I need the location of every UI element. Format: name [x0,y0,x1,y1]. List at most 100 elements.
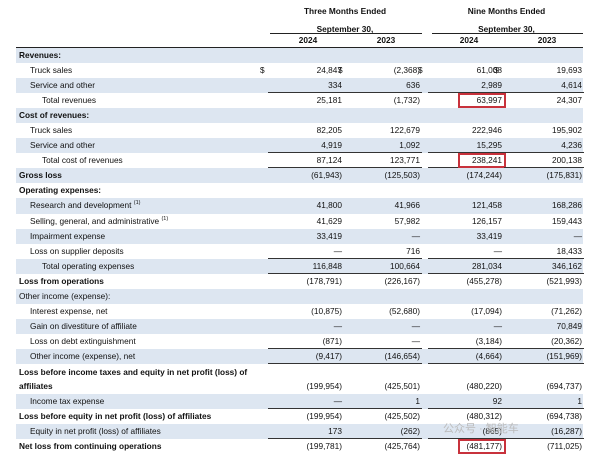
table-row: Gross loss (61,943) (125,503) (174,244) (175… [16,168,583,184]
cell-value: 4,236 [561,140,582,151]
cell-value: (455,278) [466,275,502,286]
subtotal-rule [504,347,584,349]
row-label: Service and other [30,80,96,91]
header-bottom-rule [16,47,583,48]
subtotal-rule [428,272,504,274]
cell-value: 168,286 [552,200,582,211]
cell-value: 87,124 [316,155,342,166]
cell-value: — [411,335,420,346]
cell-value: (199,781) [306,441,342,452]
row-label: Selling, general, and administrative (1) [30,215,169,226]
cell-value: (694,738) [546,411,582,422]
cell-value: (262) [400,426,420,437]
table-row: Truck sales $24,847 $ (2,368) $61,008 $19,693 [16,63,583,78]
cell-value: (694,737) [546,380,582,391]
row-label: Loss from operations [19,275,104,286]
subtotal-rule [344,362,422,364]
row-label: Gain on divestiture of affiliate [30,320,137,331]
cell-value: 1 [577,395,582,406]
three-months-rule [270,33,422,34]
cell-value: 25,181 [316,95,342,106]
cell-value: 70,849 [556,320,582,331]
row-label: Total revenues [42,95,96,106]
subtotal-rule [344,408,422,410]
table-row: Income tax expense — 1 92 1 [16,393,584,410]
cell-value: (61,943) [311,170,342,181]
cell-value: 41,966 [394,200,420,211]
row-label: Loss on debt extinguishment [30,335,136,346]
subtotal-rule [504,272,584,274]
cell-value: 4,614 [561,80,582,91]
subtotal-rule [344,438,422,440]
cell-value: (711,025) [547,441,582,452]
cell-value: — [573,230,582,241]
cell-value: 82,205 [316,125,342,136]
cell-value: 33,419 [476,230,502,241]
year-header-9m-2023: 2023 [537,35,557,45]
row-label: Income tax expense [30,395,105,406]
row-label: Service and other [30,140,96,151]
subtotal-rule [268,438,344,440]
row-label: Truck sales [30,65,73,76]
cell-value: (20,362) [551,335,582,346]
table-row: Gain on divestiture of affiliate — — — 70,84… [16,318,583,334]
cell-value: (9,417) [315,350,342,361]
subtotal-rule [268,92,344,94]
subtotal-rule [268,257,344,259]
row-label: Gross loss [19,170,62,181]
row-label: Interest expense, net [30,305,108,316]
cell-value: — [411,320,420,331]
table-row: Operating expenses: [16,183,583,198]
cell-value: (125,503) [384,170,420,181]
cell-value: 2,989 [481,80,502,91]
year-header-q-2024: 2024 [298,35,318,45]
row-label: Total operating expenses [42,260,135,271]
cell-value: — [411,230,420,241]
cell-value: — [493,245,502,256]
subtotal-rule [504,152,584,154]
highlight-box [458,93,506,109]
cell-value: (17,094) [471,305,502,316]
cell-value: (174,244) [466,170,502,181]
cell-value: (865) [482,426,502,437]
table-row: Service and other 4,919 1,092 15,295 4,236 [16,138,584,154]
row-label: Total cost of revenues [42,155,123,166]
cell-value: (425,764) [384,441,420,452]
cell-value: 61,008 [476,65,502,76]
cell-value: 346,162 [552,260,582,271]
subtotal-rule [428,362,504,364]
cell-value: 334 [328,80,342,91]
table-row: Other income (expense), net (9,417) (146,6… [16,348,584,364]
table-row: Truck sales 82,205 122,679 222,946 195,902 [16,123,583,138]
cell-value: (146,654) [384,350,420,361]
cell-value: 1 [415,395,420,406]
subtotal-rule [344,167,422,169]
watermark: 公众号 · 智能车 [443,423,519,435]
footnote-marker: (1) [161,215,169,222]
table-row: Service and other 334 636 2,989 4,614 [16,78,584,94]
subtotal-rule [268,408,344,410]
subtotal-rule [344,152,422,154]
table-row: Research and development (1) 41,800 41,966… [16,198,583,214]
table-row: Loss before income taxes and equity in n… [16,364,583,394]
dollar-sign: $ [260,65,265,76]
cell-value: 200,138 [552,155,582,166]
table-row: Loss on debt extinguishment (871) — (3,184)… [16,334,584,349]
cell-value: (199,954) [306,411,342,422]
row-label: Net loss from continuing operations [19,441,162,452]
dollar-sign: $ [494,65,499,76]
table-row: Selling, general, and administrative (1)… [16,214,583,229]
cell-value: 122,679 [390,125,420,136]
subtotal-rule [504,408,584,410]
cell-value: (871) [322,335,342,346]
nine-months-header: Nine Months Ended September 30, [467,6,546,34]
cell-value: (10,875) [311,305,342,316]
subtotal-rule [428,92,504,94]
cell-value: (481,177) [466,441,502,452]
row-label: Other income (expense): [19,290,111,301]
table-row: Loss before equity in net profit (loss) … [16,409,583,424]
dollar-sign: $ [338,65,343,76]
row-label: Cost of revenues: [19,110,90,121]
table-row: Net loss from continuing operations (199,… [16,439,583,455]
footnote-marker: (1) [133,200,141,207]
